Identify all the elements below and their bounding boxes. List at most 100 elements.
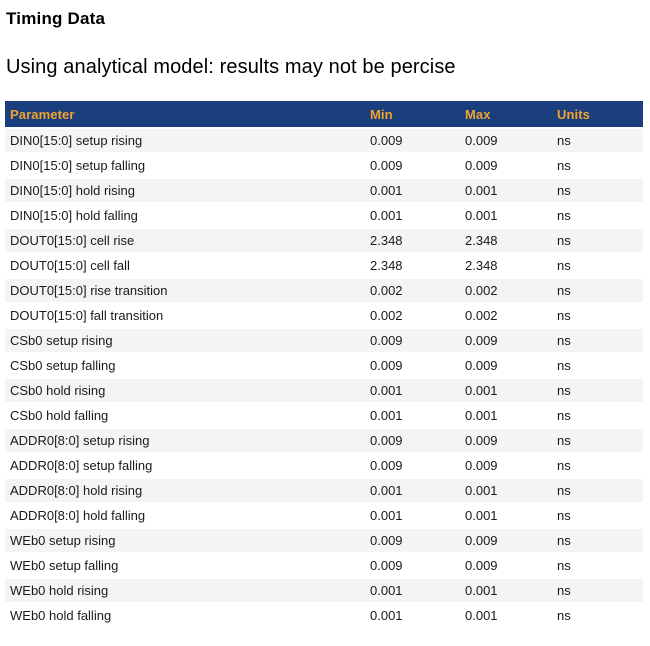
- cell-max: 0.009: [460, 453, 552, 479]
- cell-max: 0.002: [460, 278, 552, 304]
- cell-min: 0.009: [365, 428, 460, 454]
- table-row: DOUT0[15:0] cell fall 2.348 2.348 ns: [5, 253, 643, 279]
- cell-units: ns: [552, 578, 643, 604]
- cell-units: ns: [552, 228, 643, 254]
- cell-min: 0.001: [365, 503, 460, 529]
- cell-units: ns: [552, 478, 643, 504]
- cell-min: 0.001: [365, 603, 460, 629]
- cell-units: ns: [552, 428, 643, 454]
- cell-max: 0.009: [460, 428, 552, 454]
- cell-parameter: CSb0 setup rising: [5, 328, 365, 354]
- table-row: ADDR0[8:0] hold rising 0.001 0.001 ns: [5, 478, 643, 504]
- cell-units: ns: [552, 253, 643, 279]
- column-header-max: Max: [460, 101, 552, 129]
- cell-max: 0.001: [460, 203, 552, 229]
- cell-min: 0.009: [365, 453, 460, 479]
- cell-min: 0.009: [365, 553, 460, 579]
- cell-parameter: WEb0 hold rising: [5, 578, 365, 604]
- cell-units: ns: [552, 303, 643, 329]
- cell-parameter: CSb0 setup falling: [5, 353, 365, 379]
- cell-min: 0.009: [365, 153, 460, 179]
- cell-parameter: ADDR0[8:0] setup falling: [5, 453, 365, 479]
- cell-units: ns: [552, 328, 643, 354]
- cell-min: 0.002: [365, 303, 460, 329]
- table-row: DIN0[15:0] hold rising 0.001 0.001 ns: [5, 178, 643, 204]
- cell-parameter: DOUT0[15:0] cell fall: [5, 253, 365, 279]
- cell-max: 0.009: [460, 128, 552, 154]
- page-title: Timing Data: [6, 9, 106, 28]
- table-row: CSb0 hold rising 0.001 0.001 ns: [5, 378, 643, 404]
- cell-max: 0.009: [460, 553, 552, 579]
- table-row: DOUT0[15:0] rise transition 0.002 0.002 ns: [5, 278, 643, 304]
- cell-max: 2.348: [460, 253, 552, 279]
- cell-parameter: CSb0 hold falling: [5, 403, 365, 429]
- cell-min: 2.348: [365, 228, 460, 254]
- cell-units: ns: [552, 528, 643, 554]
- table-row: WEb0 hold falling 0.001 0.001 ns: [5, 603, 643, 629]
- cell-parameter: DOUT0[15:0] rise transition: [5, 278, 365, 304]
- cell-parameter: ADDR0[8:0] setup rising: [5, 428, 365, 454]
- table-body: DIN0[15:0] setup rising 0.009 0.009 ns DIN0[…: [5, 128, 643, 629]
- cell-max: 0.001: [460, 578, 552, 604]
- cell-units: ns: [552, 203, 643, 229]
- timing-table: Parameter Min Max Units DIN0[15:0] setup…: [5, 101, 643, 629]
- cell-min: 0.001: [365, 178, 460, 204]
- cell-min: 0.001: [365, 403, 460, 429]
- cell-max: 0.001: [460, 478, 552, 504]
- cell-max: 0.001: [460, 378, 552, 404]
- cell-max: 0.001: [460, 503, 552, 529]
- cell-parameter: DOUT0[15:0] fall transition: [5, 303, 365, 329]
- cell-parameter: ADDR0[8:0] hold rising: [5, 478, 365, 504]
- table-header-row: Parameter Min Max Units: [5, 101, 643, 129]
- cell-max: 0.009: [460, 528, 552, 554]
- cell-parameter: DIN0[15:0] hold rising: [5, 178, 365, 204]
- cell-units: ns: [552, 153, 643, 179]
- cell-units: ns: [552, 128, 643, 154]
- cell-units: ns: [552, 453, 643, 479]
- table-row: CSb0 setup falling 0.009 0.009 ns: [5, 353, 643, 379]
- cell-max: 0.009: [460, 153, 552, 179]
- cell-units: ns: [552, 553, 643, 579]
- cell-min: 0.001: [365, 378, 460, 404]
- cell-units: ns: [552, 278, 643, 304]
- cell-min: 0.001: [365, 478, 460, 504]
- cell-parameter: DIN0[15:0] hold falling: [5, 203, 365, 229]
- cell-units: ns: [552, 503, 643, 529]
- cell-max: 0.001: [460, 603, 552, 629]
- cell-min: 0.009: [365, 528, 460, 554]
- cell-units: ns: [552, 603, 643, 629]
- table-row: CSb0 hold falling 0.001 0.001 ns: [5, 403, 643, 429]
- cell-max: 0.009: [460, 353, 552, 379]
- cell-parameter: DIN0[15:0] setup rising: [5, 128, 365, 154]
- cell-parameter: WEb0 setup falling: [5, 553, 365, 579]
- cell-parameter: WEb0 hold falling: [5, 603, 365, 629]
- cell-min: 0.009: [365, 128, 460, 154]
- table-row: ADDR0[8:0] setup falling 0.009 0.009 ns: [5, 453, 643, 479]
- table-row: DIN0[15:0] setup falling 0.009 0.009 ns: [5, 153, 643, 179]
- cell-min: 0.009: [365, 353, 460, 379]
- cell-min: 0.001: [365, 578, 460, 604]
- cell-max: 0.001: [460, 178, 552, 204]
- table-row: ADDR0[8:0] setup rising 0.009 0.009 ns: [5, 428, 643, 454]
- cell-parameter: DOUT0[15:0] cell rise: [5, 228, 365, 254]
- column-header-units: Units: [552, 101, 643, 129]
- cell-parameter: DIN0[15:0] setup falling: [5, 153, 365, 179]
- table-row: CSb0 setup rising 0.009 0.009 ns: [5, 328, 643, 354]
- cell-max: 0.009: [460, 328, 552, 354]
- column-header-parameter: Parameter: [5, 101, 365, 129]
- table-row: ADDR0[8:0] hold falling 0.001 0.001 ns: [5, 503, 643, 529]
- table-row: DIN0[15:0] hold falling 0.001 0.001 ns: [5, 203, 643, 229]
- table-row: DOUT0[15:0] cell rise 2.348 2.348 ns: [5, 228, 643, 254]
- table-row: WEb0 hold rising 0.001 0.001 ns: [5, 578, 643, 604]
- cell-min: 0.009: [365, 328, 460, 354]
- cell-units: ns: [552, 378, 643, 404]
- cell-units: ns: [552, 353, 643, 379]
- cell-max: 2.348: [460, 228, 552, 254]
- table-row: DOUT0[15:0] fall transition 0.002 0.002 ns: [5, 303, 643, 329]
- cell-max: 0.001: [460, 403, 552, 429]
- page-subtitle: Using analytical model: results may not …: [6, 56, 456, 78]
- table-row: DIN0[15:0] setup rising 0.009 0.009 ns: [5, 128, 643, 154]
- cell-units: ns: [552, 178, 643, 204]
- table-row: WEb0 setup falling 0.009 0.009 ns: [5, 553, 643, 579]
